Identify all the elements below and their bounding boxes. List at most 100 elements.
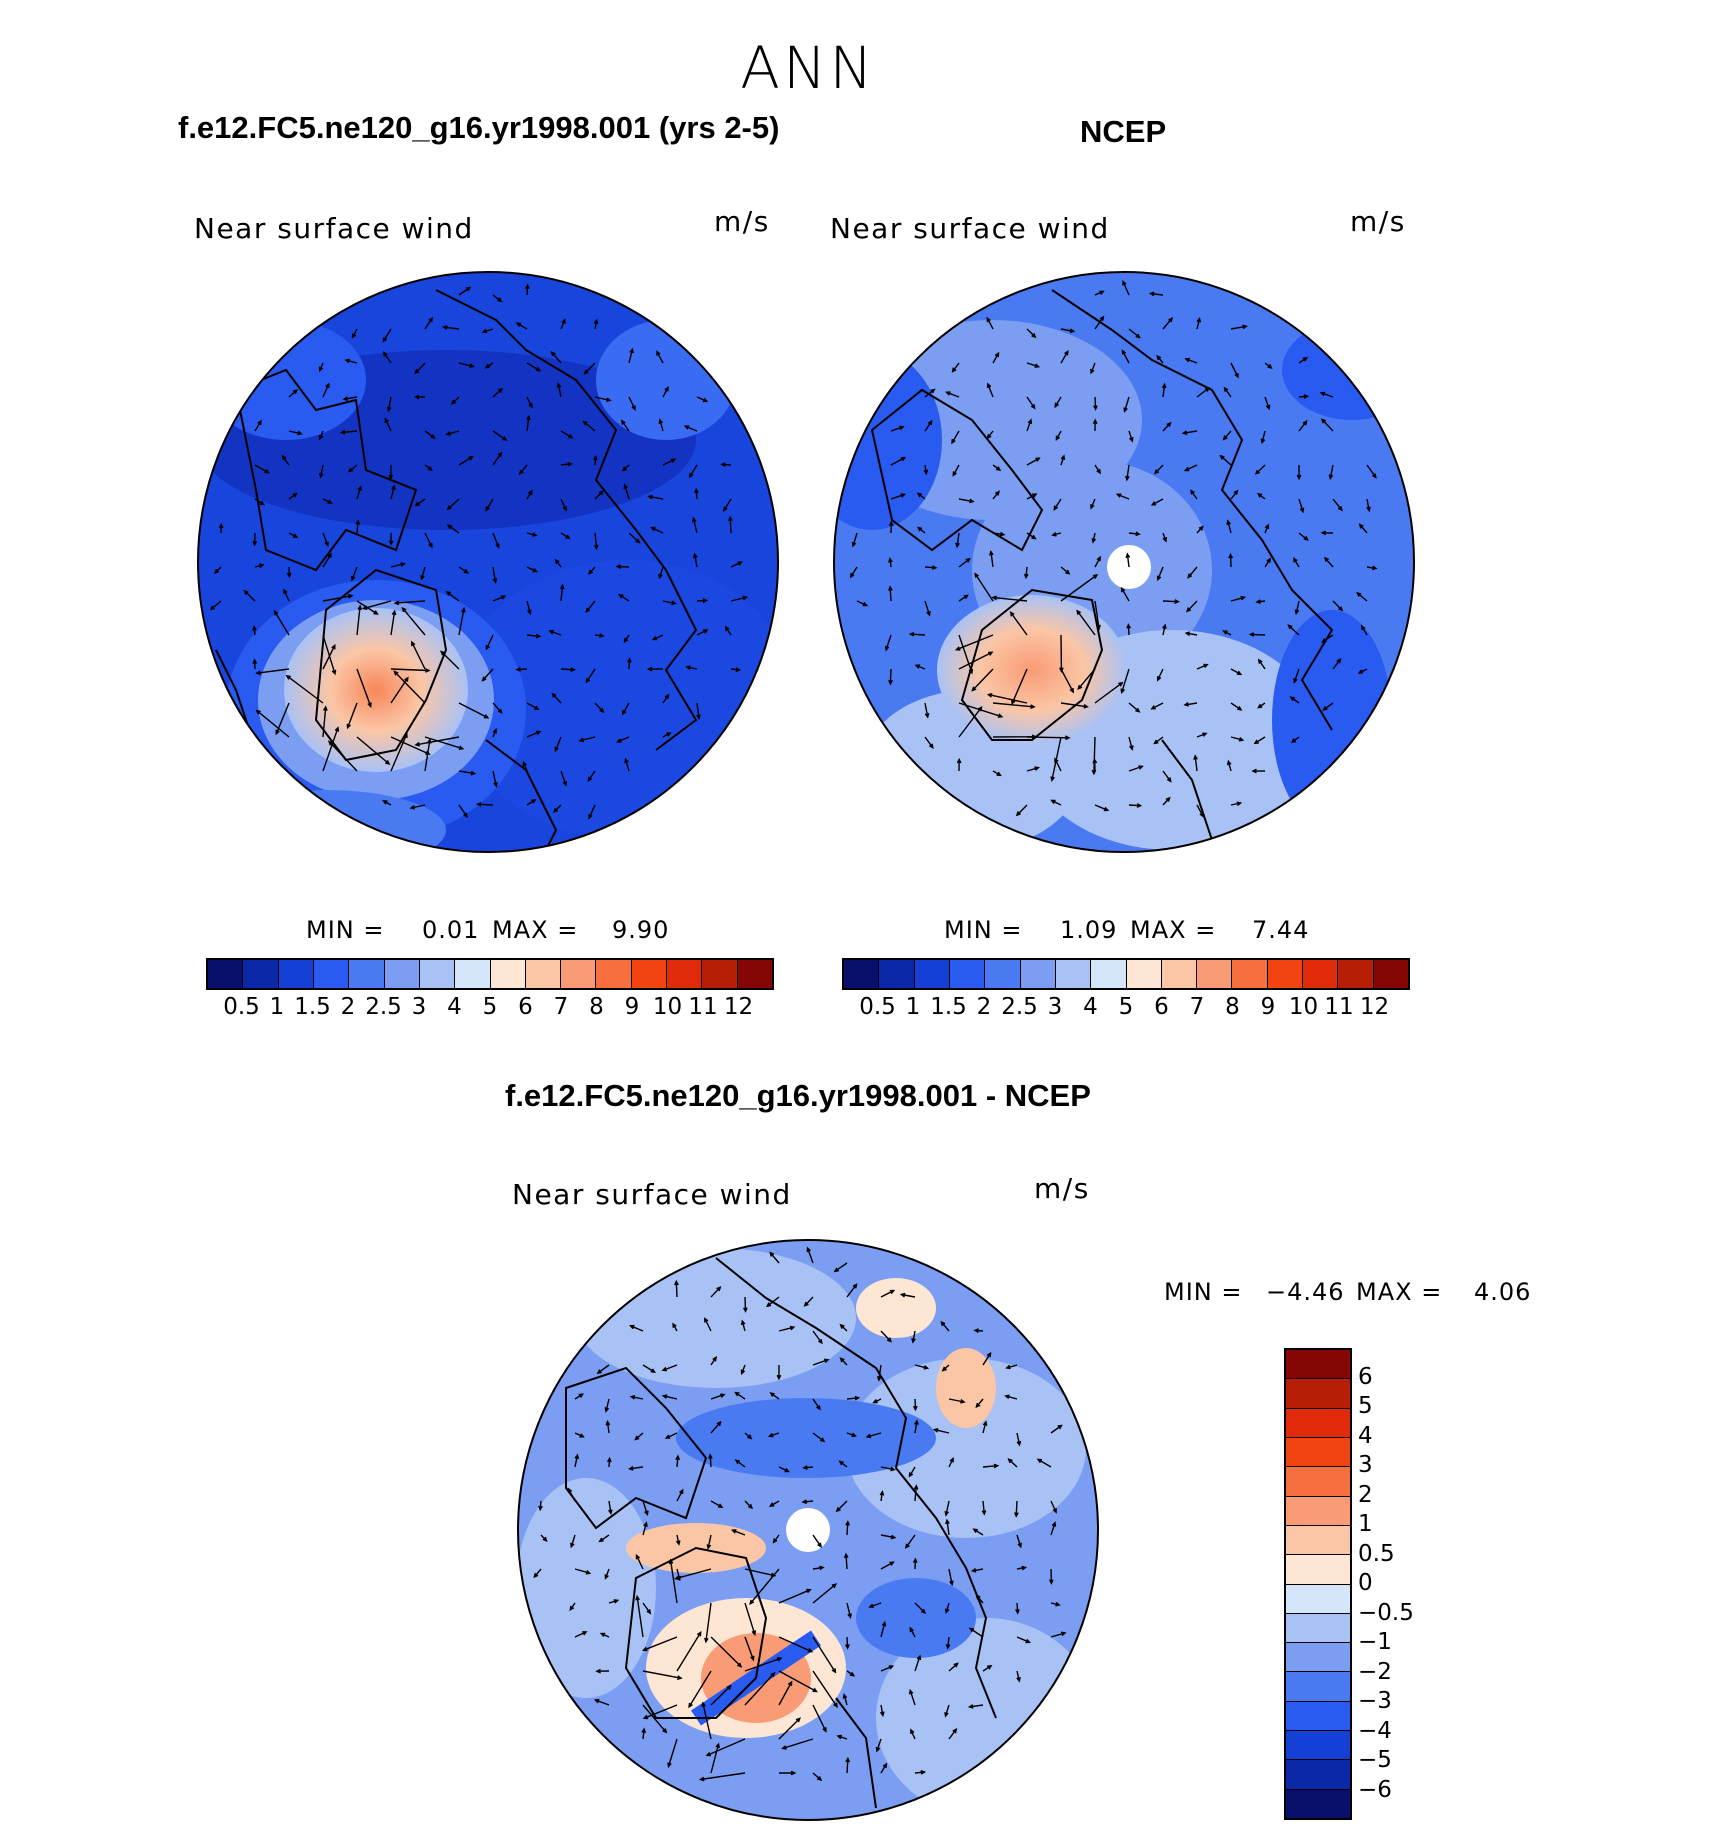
wind-vector-arrow	[1092, 757, 1098, 772]
wind-vector-arrow	[1055, 430, 1062, 441]
wind-vector-arrow	[1060, 566, 1071, 575]
wind-vector-arrow	[646, 666, 664, 672]
wind-vector-arrow	[458, 455, 474, 466]
wind-vector-arrow	[1060, 574, 1099, 602]
wind-vector-arrow	[351, 566, 358, 582]
diff-colorbar-swatch	[1286, 1350, 1350, 1380]
wind-vector-arrow	[842, 1693, 848, 1706]
wind-vector-arrow	[968, 1627, 984, 1638]
wind-vector-arrow	[845, 1756, 851, 1774]
wind-vector-arrow	[812, 1534, 822, 1549]
wind-vector-arrow	[599, 1632, 610, 1638]
wind-vector-arrow	[704, 1317, 712, 1332]
wind-vector-arrow	[1253, 736, 1266, 745]
wind-vector-arrow	[475, 801, 494, 807]
wind-vector-arrow	[1128, 803, 1143, 808]
wind-vector-arrow	[812, 1704, 827, 1733]
wind-vector-arrow	[1060, 328, 1076, 334]
wind-vector-arrow	[944, 1602, 950, 1615]
wind-vector-arrow	[569, 1602, 576, 1612]
wind-vector-arrow	[1321, 634, 1334, 643]
wind-vector-arrow	[1162, 421, 1172, 432]
wind-vector-arrow	[701, 1701, 712, 1740]
obs-colorbar-tick-label: 2.5	[1001, 994, 1038, 1020]
wind-vector-arrow	[560, 461, 574, 467]
wind-vector-arrow	[356, 668, 372, 708]
wind-vector-arrow	[594, 633, 605, 638]
diff-colorbar-tick-label: 3	[1358, 1452, 1373, 1478]
wind-vector-arrow	[875, 1738, 882, 1753]
wind-vector-arrow	[1254, 464, 1266, 475]
wind-vector-arrow	[594, 396, 612, 402]
wind-vector-arrow	[390, 484, 396, 500]
diff-colorbar-tick-label: −1	[1358, 1629, 1392, 1655]
wind-vector-arrow	[1219, 454, 1232, 466]
wind-vector-arrow	[971, 668, 994, 692]
model-colorbar-tick-label: 6	[518, 994, 533, 1020]
model-colorbar-swatch	[278, 960, 314, 988]
wind-vector-arrow	[1026, 735, 1071, 741]
wind-vector-arrow	[1150, 498, 1164, 506]
wind-vector-arrow	[356, 485, 362, 500]
model-colorbar-swatch	[596, 960, 632, 988]
wind-vector-arrow	[846, 1283, 858, 1298]
wind-vector-arrow	[623, 483, 630, 500]
wind-vector-arrow	[414, 498, 426, 507]
obs-colorbar-tick-label: 3	[1047, 994, 1063, 1020]
wind-vector-arrow	[948, 1398, 966, 1404]
wind-vector-arrow	[1328, 464, 1334, 480]
wind-vector-arrow	[1255, 599, 1266, 604]
wind-vector-arrow	[1094, 315, 1105, 330]
wind-vector-arrow	[955, 532, 960, 549]
wind-vector-arrow	[1230, 362, 1239, 379]
wind-vector-arrow	[1260, 430, 1266, 445]
wind-vector-arrow	[585, 600, 596, 614]
wind-vector-arrow	[492, 770, 498, 788]
wind-vector-arrow	[281, 454, 290, 466]
obs-min-value: 1.09	[1060, 916, 1118, 944]
wind-vector-arrow	[1050, 1601, 1061, 1607]
wind-vector-arrow	[318, 430, 324, 441]
wind-vector-arrow	[1230, 702, 1243, 711]
wind-vector-arrow	[1026, 396, 1036, 410]
wind-vector-arrow	[778, 1670, 818, 1693]
wind-vector-arrow	[1293, 557, 1300, 568]
model-colorbar-swatch	[384, 960, 420, 988]
wind-vector-arrow	[924, 736, 934, 750]
wind-vector-arrow	[1016, 1636, 1032, 1644]
wind-vector-arrow	[688, 464, 698, 479]
wind-vector-arrow	[672, 1322, 678, 1332]
wind-vector-arrow	[620, 419, 630, 432]
wind-vector-arrow	[1059, 634, 1064, 673]
wind-vector-arrow	[992, 702, 1036, 709]
wind-vector-arrow	[772, 1534, 780, 1544]
wind-vector-arrow	[445, 430, 460, 436]
wind-vector-arrow	[492, 387, 504, 398]
wind-vector-arrow	[642, 1500, 649, 1517]
wind-vector-arrow	[361, 600, 392, 610]
diff-colorbar-tick-label: −6	[1358, 1776, 1392, 1803]
wind-vector-arrow	[484, 362, 494, 369]
wind-vector-arrow	[904, 1534, 916, 1549]
wind-vector-arrow	[1161, 382, 1167, 398]
wind-vector-arrow	[1026, 493, 1038, 500]
wind-vector-arrow	[880, 1762, 888, 1774]
wind-vector-arrow	[728, 515, 733, 534]
wind-vector-arrow	[908, 1466, 916, 1478]
wind-vector-arrow	[730, 561, 744, 568]
wind-vector-arrow	[526, 396, 533, 409]
wind-vector-arrow	[587, 770, 596, 783]
wind-vector-arrow	[710, 1684, 732, 1706]
wind-vector-arrow	[662, 385, 669, 398]
wind-vector-arrow	[932, 1428, 950, 1434]
wind-vector-arrow	[424, 737, 432, 772]
wind-vector-arrow	[1054, 396, 1062, 409]
obs-colorbar-tick-label: 1.5	[930, 994, 967, 1020]
model-wind-map	[197, 271, 779, 853]
wind-vector-arrow	[778, 1588, 812, 1604]
wind-vector-arrow	[1366, 464, 1377, 479]
wind-vector-arrow	[641, 1636, 678, 1652]
wind-vector-arrow	[656, 350, 664, 364]
wind-vector-arrow	[948, 1457, 954, 1468]
wind-vector-arrow	[322, 643, 336, 670]
